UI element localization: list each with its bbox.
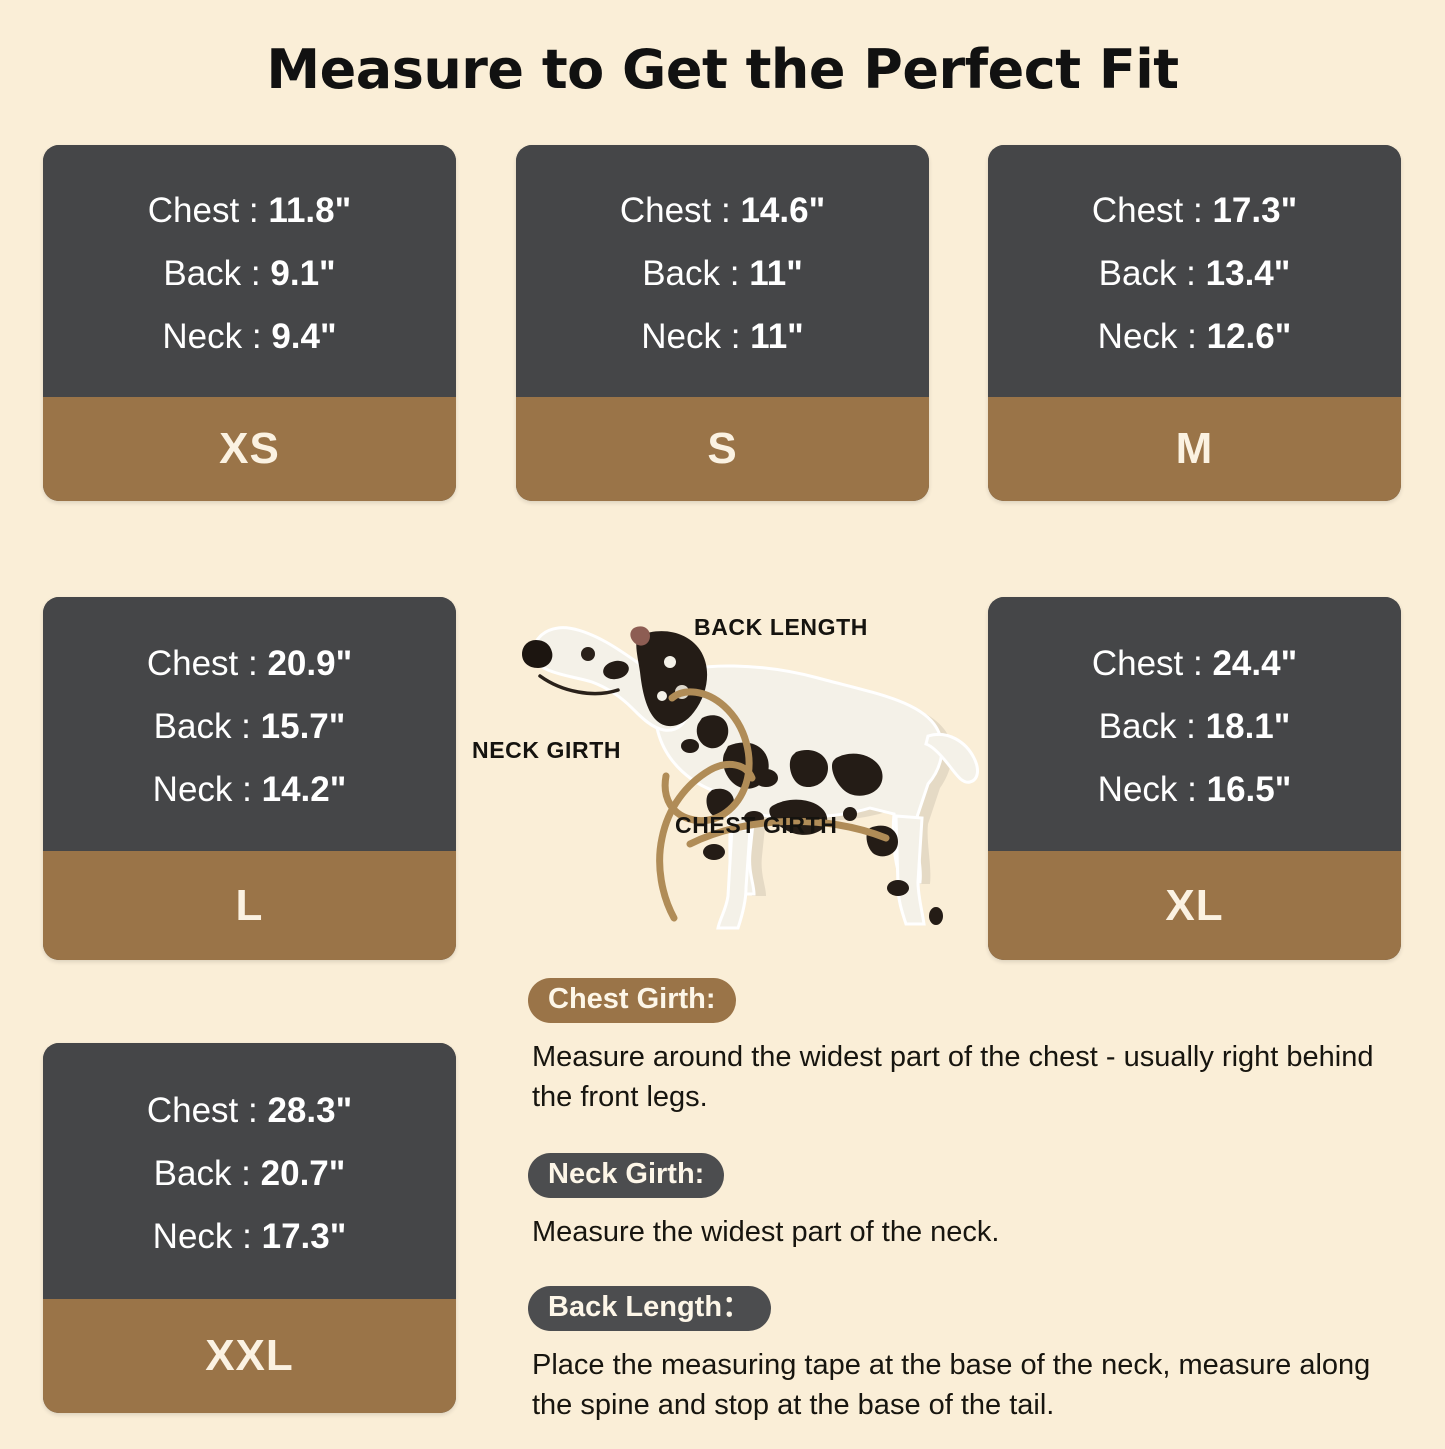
chest-key: Chest : — [1091, 190, 1203, 230]
neck-girth-diagram-label: NECK GIRTH — [472, 737, 622, 763]
size-card-m: Chest : 17.3" Back : 13.4" Neck : 12.6" … — [988, 145, 1401, 501]
chest-measurement: Chest : 14.6" — [620, 193, 825, 228]
neck-measurement: Neck : 14.2" — [153, 772, 347, 807]
measurement-tape-icon — [656, 688, 890, 922]
chest-girth-badge: Chest Girth: — [528, 978, 736, 1023]
back-key: Back : — [1098, 253, 1196, 293]
chest-key: Chest : — [146, 1090, 258, 1130]
size-label: XS — [219, 424, 280, 473]
chest-key: Chest : — [147, 190, 259, 230]
size-card-s: Chest : 14.6" Back : 11" Neck : 11" S — [516, 145, 929, 501]
size-card-measurements: Chest : 24.4" Back : 18.1" Neck : 16.5" — [988, 597, 1401, 851]
back-value: 20.7" — [260, 1153, 346, 1193]
size-label: XL — [1165, 880, 1224, 930]
neck-value: 16.5" — [1206, 769, 1292, 809]
neck-measurement: Neck : 17.3" — [153, 1219, 347, 1254]
size-card-measurements: Chest : 28.3" Back : 20.7" Neck : 17.3" — [43, 1043, 456, 1299]
neck-value: 9.4" — [271, 316, 337, 356]
back-value: 18.1" — [1205, 706, 1291, 746]
neck-key: Neck : — [162, 316, 262, 356]
back-value: 9.1" — [270, 253, 336, 293]
size-label: S — [707, 424, 738, 473]
back-measurement: Back : 11" — [642, 256, 803, 291]
neck-key: Neck : — [152, 769, 252, 809]
back-measurement: Back : 18.1" — [1099, 709, 1291, 744]
size-label: XXL — [205, 1331, 294, 1380]
back-measurement: Back : 20.7" — [154, 1156, 346, 1191]
instruction-neck-girth: Neck Girth: Measure the widest part of t… — [528, 1153, 1408, 1252]
chest-girth-description: Measure around the widest part of the ch… — [532, 1041, 1374, 1114]
size-card-measurements: Chest : 11.8" Back : 9.1" Neck : 9.4" — [43, 145, 456, 397]
neck-value: 14.2" — [261, 769, 347, 809]
chest-value: 17.3" — [1212, 190, 1298, 230]
neck-key: Neck : — [1097, 316, 1197, 356]
dog-measurement-diagram — [466, 566, 986, 946]
back-measurement: Back : 9.1" — [163, 256, 335, 291]
instructions-panel: Chest Girth: Measure around the widest p… — [528, 978, 1408, 1449]
chest-value: 28.3" — [267, 1090, 353, 1130]
chest-key: Chest : — [619, 190, 731, 230]
neck-girth-description: Measure the widest part of the neck. — [532, 1216, 1000, 1249]
neck-value: 17.3" — [261, 1216, 347, 1256]
neck-girth-badge: Neck Girth: — [528, 1153, 725, 1199]
chest-key: Chest : — [146, 643, 258, 683]
back-key: Back : — [642, 253, 740, 293]
size-card-footer: M — [988, 397, 1401, 501]
chest-value: 24.4" — [1212, 643, 1298, 683]
neck-value: 12.6" — [1206, 316, 1292, 356]
size-card-xl: Chest : 24.4" Back : 18.1" Neck : 16.5" … — [988, 597, 1401, 960]
back-length-badge: Back Length： — [528, 1286, 772, 1332]
back-key: Back : — [153, 1153, 251, 1193]
size-card-footer: XS — [43, 397, 456, 501]
size-card-measurements: Chest : 14.6" Back : 11" Neck : 11" — [516, 145, 929, 397]
back-length-description: Place the measuring tape at the base of … — [532, 1349, 1371, 1422]
back-value: 11" — [749, 253, 803, 293]
chest-value: 20.9" — [267, 643, 353, 683]
back-measurement: Back : 15.7" — [154, 709, 346, 744]
instruction-chest-girth: Chest Girth: Measure around the widest p… — [528, 978, 1408, 1117]
page-title: Measure to Get the Perfect Fit — [266, 38, 1179, 101]
back-measurement: Back : 13.4" — [1099, 256, 1291, 291]
size-card-measurements: Chest : 17.3" Back : 13.4" Neck : 12.6" — [988, 145, 1401, 397]
neck-measurement: Neck : 11" — [641, 319, 804, 354]
size-label: L — [235, 880, 264, 930]
size-card-l: Chest : 20.9" Back : 15.7" Neck : 14.2" … — [43, 597, 456, 960]
chest-girth-diagram-label: CHEST GIRTH — [675, 812, 838, 838]
chest-measurement: Chest : 28.3" — [147, 1093, 352, 1128]
neck-measurement: Neck : 12.6" — [1098, 319, 1292, 354]
back-key: Back : — [1098, 706, 1196, 746]
neck-measurement: Neck : 9.4" — [162, 319, 336, 354]
size-card-xxl: Chest : 28.3" Back : 20.7" Neck : 17.3" … — [43, 1043, 456, 1413]
neck-key: Neck : — [1097, 769, 1197, 809]
size-card-measurements: Chest : 20.9" Back : 15.7" Neck : 14.2" — [43, 597, 456, 851]
chest-measurement: Chest : 11.8" — [148, 193, 351, 228]
neck-key: Neck : — [641, 316, 741, 356]
neck-measurement: Neck : 16.5" — [1098, 772, 1292, 807]
neck-value: 11" — [750, 316, 804, 356]
back-value: 13.4" — [1205, 253, 1291, 293]
back-key: Back : — [163, 253, 261, 293]
chest-measurement: Chest : 24.4" — [1092, 646, 1297, 681]
chest-value: 11.8" — [268, 190, 352, 230]
chest-key: Chest : — [1091, 643, 1203, 683]
size-card-footer: XL — [988, 851, 1401, 960]
size-card-footer: XXL — [43, 1299, 456, 1413]
chest-measurement: Chest : 20.9" — [147, 646, 352, 681]
chest-value: 14.6" — [740, 190, 826, 230]
back-value: 15.7" — [260, 706, 346, 746]
size-card-footer: S — [516, 397, 929, 501]
chest-measurement: Chest : 17.3" — [1092, 193, 1297, 228]
size-card-footer: L — [43, 851, 456, 960]
back-key: Back : — [153, 706, 251, 746]
size-label: M — [1175, 424, 1214, 473]
size-card-xs: Chest : 11.8" Back : 9.1" Neck : 9.4" XS — [43, 145, 456, 501]
instruction-back-length: Back Length： Place the measuring tape at… — [528, 1286, 1408, 1425]
neck-key: Neck : — [152, 1216, 252, 1256]
back-length-diagram-label: BACK LENGTH — [694, 614, 868, 640]
